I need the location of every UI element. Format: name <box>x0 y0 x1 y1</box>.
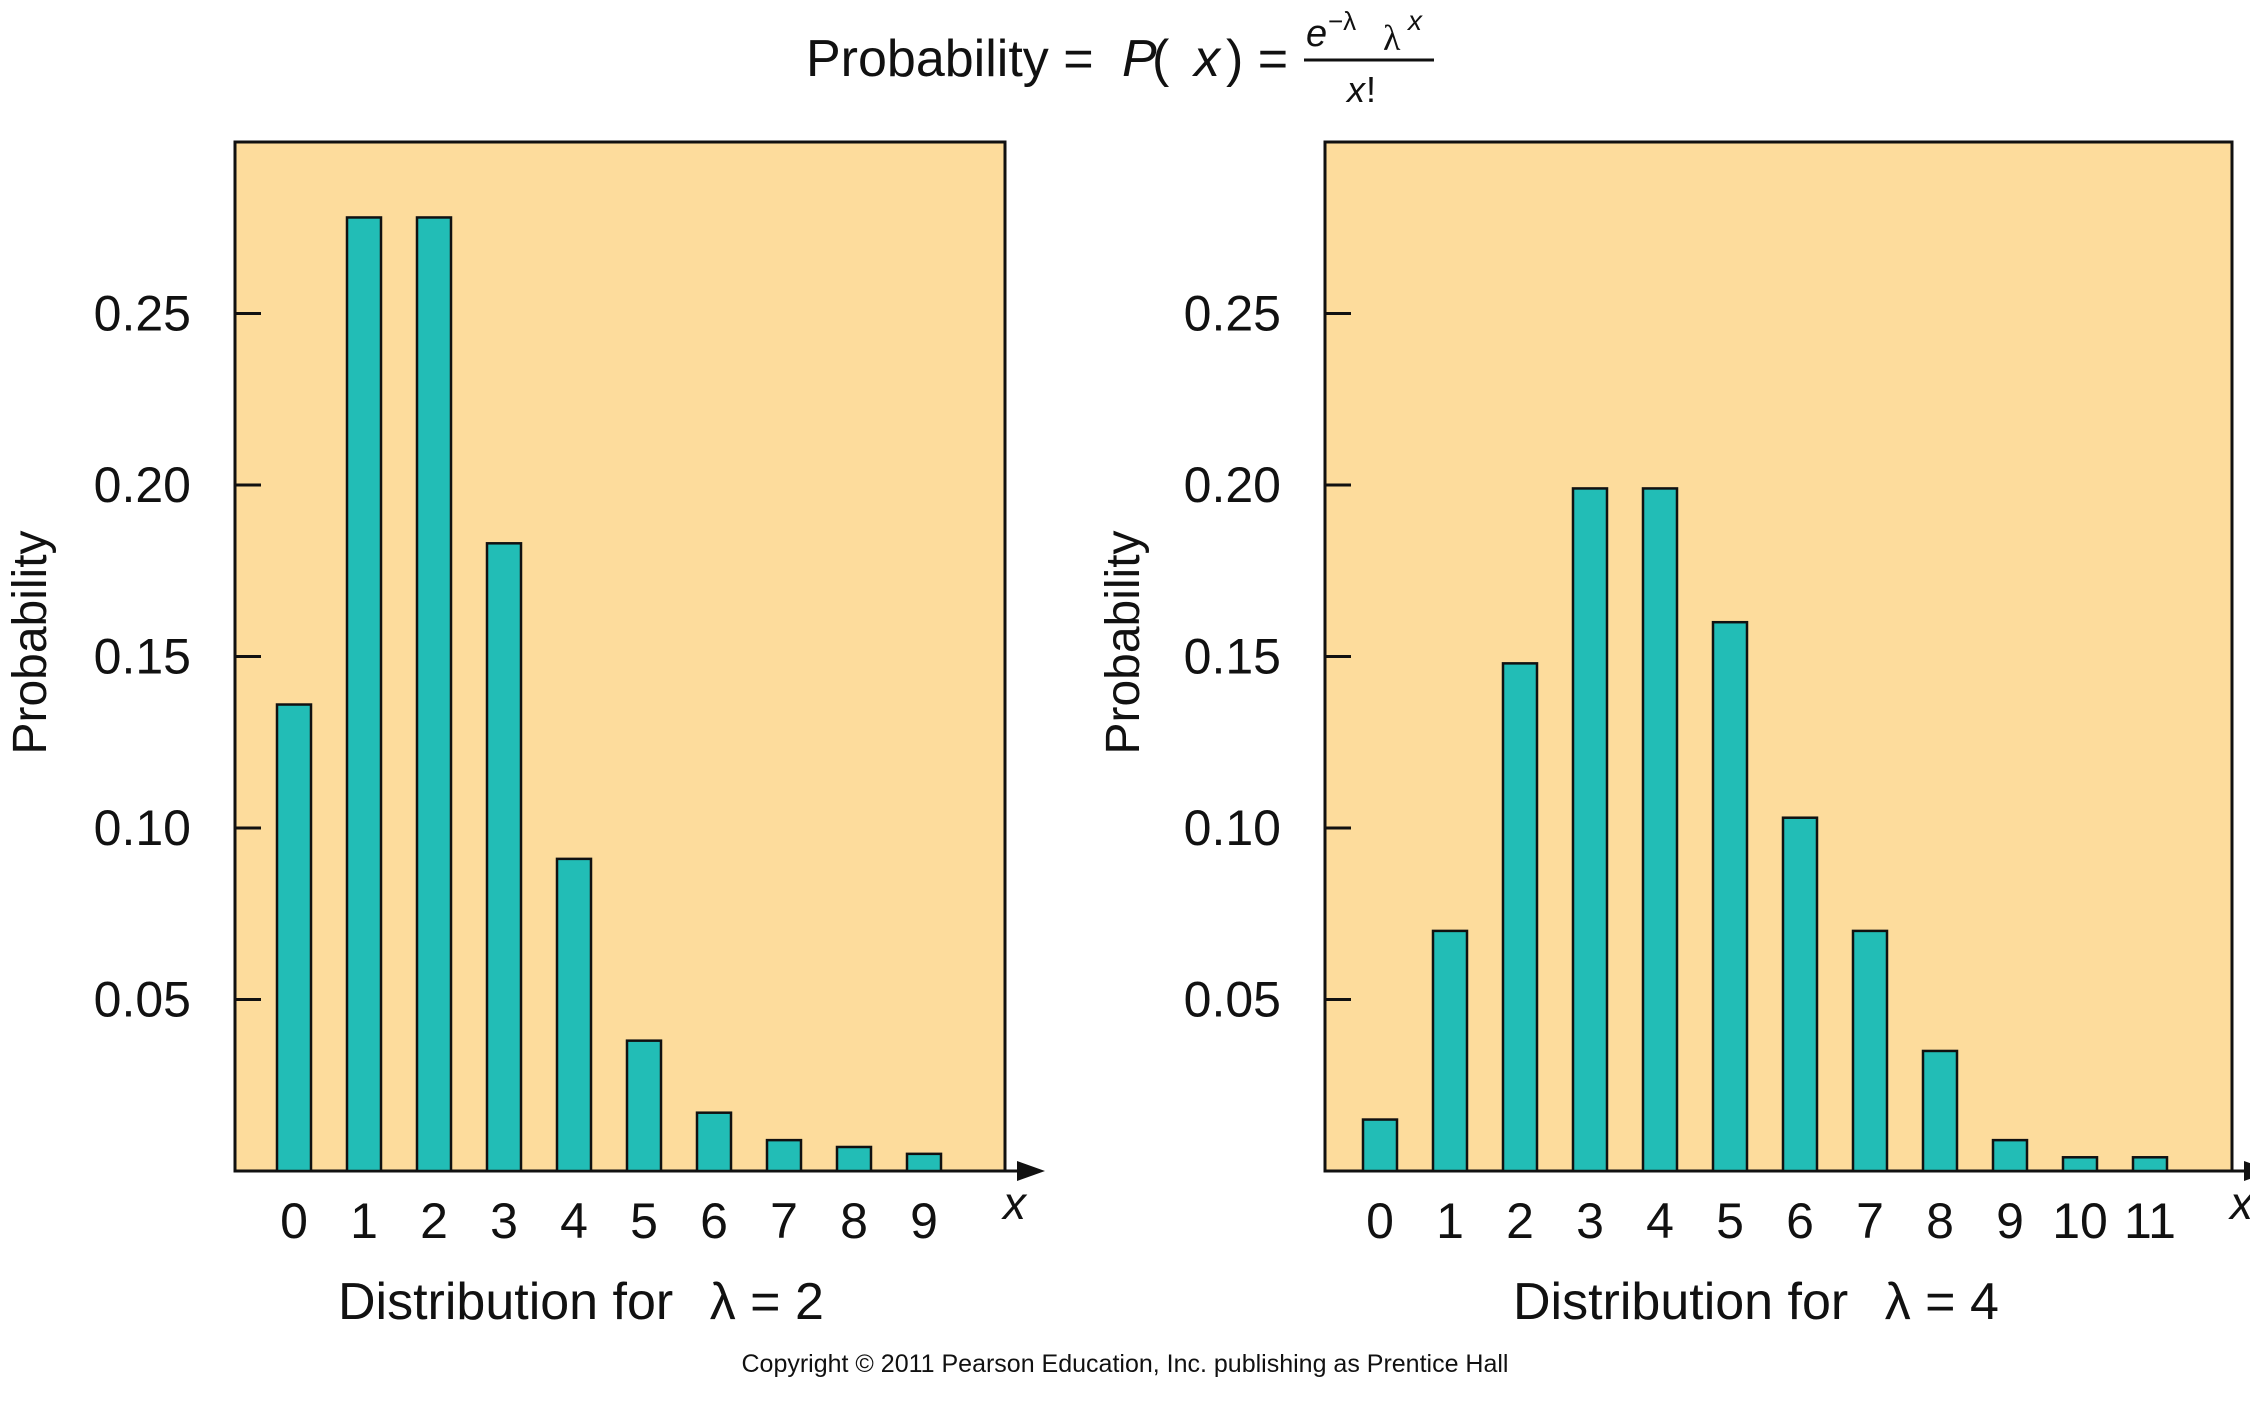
caption-prefix: Distribution for <box>338 1273 688 1331</box>
bar-x-6 <box>695 1111 733 1173</box>
bar-x-2 <box>415 216 453 1173</box>
formula-title: Probability = P ( x ) = e −λ λ x x ! <box>806 5 1434 110</box>
formula-x: x <box>1191 30 1222 88</box>
x-tick-label: 9 <box>910 1193 938 1249</box>
bar-x-11 <box>2131 1156 2169 1173</box>
formula-numerator-x: x <box>1406 5 1423 36</box>
x-tick-label: 0 <box>280 1193 308 1249</box>
bar-x-4 <box>555 857 593 1173</box>
y-tick-label: 0.20 <box>94 457 191 513</box>
copyright-notice: Copyright © 2011 Pearson Education, Inc.… <box>741 1350 1508 1378</box>
distribution-caption: Distribution for λ = 2 <box>338 1273 824 1331</box>
bar-x-1 <box>345 216 383 1173</box>
x-tick-label: 1 <box>350 1193 378 1249</box>
x-tick-label: 2 <box>420 1193 448 1249</box>
y-tick-label: 0.15 <box>1184 629 1281 685</box>
caption-lambda: λ = 4 <box>1885 1273 1999 1331</box>
bar-x-4 <box>1641 487 1679 1173</box>
bar-x-7 <box>1851 929 1889 1173</box>
plot-area <box>1323 140 2234 1173</box>
formula-denominator-x: x <box>1345 69 1367 110</box>
bar-x-3 <box>485 542 523 1173</box>
x-tick-label: 0 <box>1366 1193 1394 1249</box>
y-tick-label: 0.25 <box>94 286 191 342</box>
y-axis-label: Probability <box>1097 530 1150 754</box>
x-axis-arrowhead <box>2244 1161 2250 1181</box>
x-tick-label: 3 <box>490 1193 518 1249</box>
caption-prefix: Distribution for <box>1513 1273 1863 1331</box>
x-axis-arrowhead <box>1017 1161 1045 1181</box>
x-tick-label: 10 <box>2052 1193 2108 1249</box>
y-tick-label: 0.10 <box>94 800 191 856</box>
bar-x-6 <box>1781 816 1819 1173</box>
y-tick-label: 0.25 <box>1184 286 1281 342</box>
x-tick-label: 3 <box>1576 1193 1604 1249</box>
bar-x-8 <box>835 1145 873 1173</box>
x-axis-label: x <box>1001 1177 1028 1229</box>
y-tick-label: 0.05 <box>94 972 191 1028</box>
x-tick-label: 6 <box>700 1193 728 1249</box>
x-tick-label: 7 <box>1856 1193 1884 1249</box>
bar-x-0 <box>1361 1118 1399 1173</box>
x-tick-label: 7 <box>770 1193 798 1249</box>
x-tick-label: 4 <box>560 1193 588 1249</box>
x-tick-label: 9 <box>1996 1193 2024 1249</box>
bar-x-9 <box>905 1152 943 1173</box>
x-tick-label: 11 <box>2124 1193 2176 1249</box>
x-tick-label: 5 <box>1716 1193 1744 1249</box>
x-tick-label: 2 <box>1506 1193 1534 1249</box>
distribution-caption: Distribution for λ = 4 <box>1513 1273 1999 1331</box>
x-tick-label: 5 <box>630 1193 658 1249</box>
formula-prefix: Probability = <box>806 30 1094 88</box>
formula-close: ) = <box>1226 30 1288 88</box>
y-tick-label: 0.20 <box>1184 457 1281 513</box>
x-axis-label: x <box>2228 1177 2250 1229</box>
bar-x-7 <box>765 1138 803 1173</box>
bar-x-0 <box>275 703 313 1173</box>
formula-numerator-lambda: λ <box>1383 18 1401 58</box>
formula-numerator-e: e <box>1306 13 1327 55</box>
bar-x-5 <box>625 1039 663 1173</box>
y-tick-label: 0.05 <box>1184 972 1281 1028</box>
y-axis-label: Probability <box>4 530 57 754</box>
formula-p: P <box>1122 30 1157 88</box>
x-tick-label: 1 <box>1436 1193 1464 1249</box>
formula-open: ( <box>1152 30 1170 88</box>
chart-panel-lambda-2: 0.05 0.10 0.15 0.20 0.25 Probability 0 1 2 3 4 5 6 7 8… <box>4 140 1045 1331</box>
x-tick-label: 8 <box>840 1193 868 1249</box>
x-tick-label: 6 <box>1786 1193 1814 1249</box>
bar-x-1 <box>1431 929 1469 1173</box>
x-tick-label: 4 <box>1646 1193 1674 1249</box>
bar-x-10 <box>2061 1156 2099 1173</box>
formula-numerator-exponent: −λ <box>1328 6 1356 36</box>
bar-x-8 <box>1921 1049 1959 1173</box>
bar-x-2 <box>1501 662 1539 1173</box>
bar-x-3 <box>1571 487 1609 1173</box>
chart-panel-lambda-4: 0.05 0.10 0.15 0.20 0.25 Probability 0 1 2 3 4 5 6 7 8… <box>1097 140 2250 1331</box>
y-tick-label: 0.10 <box>1184 800 1281 856</box>
caption-lambda: λ = 2 <box>710 1273 824 1331</box>
bar-x-9 <box>1991 1138 2029 1173</box>
formula-denominator-bang: ! <box>1366 69 1376 110</box>
x-tick-label: 8 <box>1926 1193 1954 1249</box>
bar-x-5 <box>1711 620 1749 1173</box>
y-tick-label: 0.15 <box>94 629 191 685</box>
